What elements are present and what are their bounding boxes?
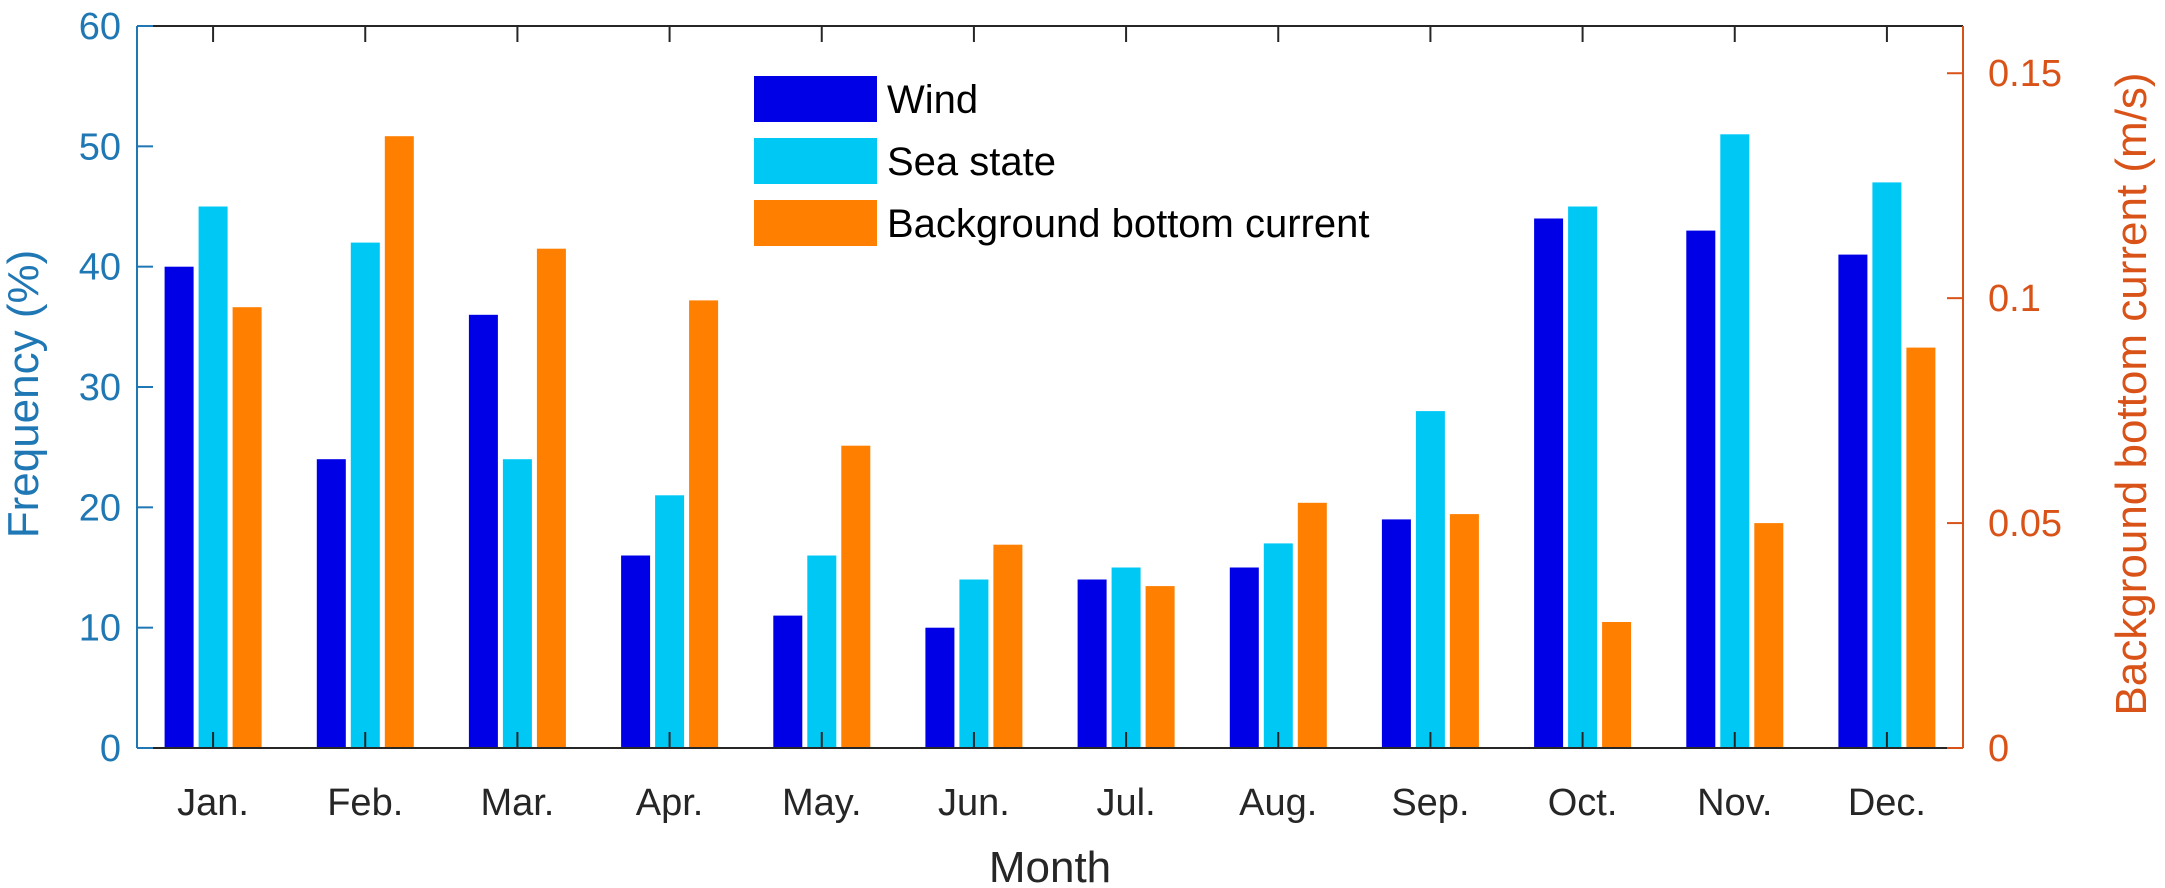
right-tick-label: 0.1 <box>1988 278 2041 320</box>
left-tick-label: 20 <box>79 487 121 529</box>
x-tick-label: Feb. <box>327 782 403 824</box>
x-tick-label: May. <box>782 782 862 824</box>
right-tick-label: 0.15 <box>1988 53 2062 95</box>
bar-wind-12 <box>1838 254 1868 748</box>
x-tick-label: Aug. <box>1239 782 1317 824</box>
legend-label: Background bottom current <box>887 202 1369 246</box>
bar-sea-state-6 <box>959 579 989 748</box>
bar-background-bottom-current-5 <box>841 445 871 748</box>
bar-wind-11 <box>1686 230 1716 749</box>
bar-sea-state-1 <box>198 206 228 748</box>
axes-layer <box>136 25 1964 749</box>
bars-layer <box>164 134 1936 749</box>
left-axis-title: Frequency (%) <box>0 250 48 539</box>
legend-swatch-wind <box>754 76 877 122</box>
bar-background-bottom-current-8 <box>1297 502 1327 748</box>
right-tick-labels: 0 0.05 0.1 0.15 <box>1988 53 2062 770</box>
bar-wind-2 <box>316 459 346 748</box>
bar-background-bottom-current-7 <box>1145 586 1175 748</box>
bar-wind-1 <box>164 266 194 748</box>
right-axis-title: Background bottom current (m/s) <box>2107 72 2156 715</box>
bar-sea-state-8 <box>1263 543 1293 748</box>
bar-wind-10 <box>1534 218 1564 748</box>
bar-wind-9 <box>1381 519 1411 748</box>
bar-wind-6 <box>925 627 955 748</box>
left-tick-label: 30 <box>79 367 121 409</box>
bar-background-bottom-current-2 <box>384 136 414 748</box>
left-tick-label: 40 <box>79 247 121 289</box>
left-tick-label: 50 <box>79 126 121 168</box>
bar-sea-state-3 <box>502 459 532 748</box>
bar-background-bottom-current-10 <box>1602 622 1632 748</box>
x-tick-label: Jul. <box>1097 782 1156 824</box>
bar-sea-state-2 <box>350 242 380 748</box>
x-tick-label: Mar. <box>480 782 554 824</box>
bar-background-bottom-current-12 <box>1906 347 1936 748</box>
bar-sea-state-4 <box>655 495 685 748</box>
x-axis-title: Month <box>989 843 1111 888</box>
legend-swatch-sea-state <box>754 138 877 184</box>
right-tick-label: 0 <box>1988 728 2009 770</box>
legend-label: Sea state <box>887 140 1056 184</box>
bar-wind-7 <box>1077 579 1107 748</box>
x-tick-label: Jan. <box>177 782 249 824</box>
bar-wind-4 <box>621 555 651 748</box>
bar-background-bottom-current-9 <box>1449 514 1479 748</box>
bar-background-bottom-current-11 <box>1754 523 1784 748</box>
bar-sea-state-5 <box>807 555 837 748</box>
bar-sea-state-7 <box>1111 567 1141 748</box>
left-tick-label: 60 <box>79 6 121 48</box>
bar-wind-8 <box>1229 567 1259 748</box>
x-tick-label: Sep. <box>1391 782 1469 824</box>
x-tick-label: Nov. <box>1697 782 1772 824</box>
legend: Wind Sea state Background bottom current <box>754 76 1369 246</box>
x-tick-label: Apr. <box>636 782 704 824</box>
x-tick-label: Oct. <box>1548 782 1618 824</box>
bar-background-bottom-current-6 <box>993 544 1023 748</box>
bar-sea-state-11 <box>1720 134 1750 749</box>
left-tick-label: 10 <box>79 608 121 650</box>
bar-sea-state-10 <box>1568 206 1598 748</box>
left-tick-label: 0 <box>100 728 121 770</box>
left-tick-labels: 0 10 20 30 40 50 60 <box>79 6 121 770</box>
legend-swatch-background-bottom-current <box>754 200 877 246</box>
bar-background-bottom-current-4 <box>689 300 719 748</box>
bar-wind-3 <box>468 314 498 748</box>
bar-background-bottom-current-1 <box>232 307 262 748</box>
bar-wind-5 <box>773 615 803 748</box>
bar-sea-state-9 <box>1415 411 1445 748</box>
legend-label: Wind <box>887 78 978 122</box>
x-tick-label: Dec. <box>1848 782 1926 824</box>
right-tick-label: 0.05 <box>1988 503 2062 545</box>
bar-background-bottom-current-3 <box>536 248 566 748</box>
bar-sea-state-12 <box>1872 182 1902 748</box>
x-tick-label: Jun. <box>938 782 1010 824</box>
x-tick-labels: Jan. Feb. Mar. Apr. May. Jun. Jul. Aug. Sep. Oct.… <box>177 782 1926 824</box>
